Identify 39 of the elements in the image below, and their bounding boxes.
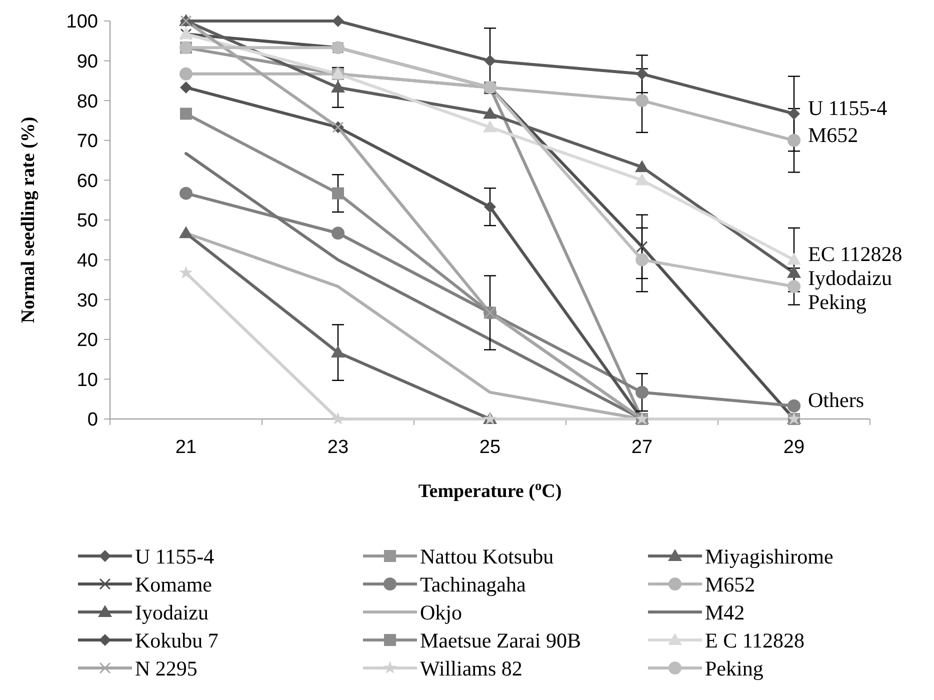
legend-label: U 1155-4 <box>135 544 215 568</box>
y-tick-label: 30 <box>76 290 98 312</box>
legend-label: Williams 82 <box>420 656 522 680</box>
y-tick-label: 90 <box>76 51 98 72</box>
annotation: U 1155-4 <box>808 96 888 120</box>
x-tick-label: 21 <box>175 437 197 458</box>
annotation: Iydodaizu <box>808 266 892 290</box>
x-tick-label: 27 <box>631 437 653 458</box>
legend-label: Kokubu 7 <box>135 628 218 652</box>
x-tick-label: 23 <box>327 437 349 458</box>
legend-label: Tachinagaha <box>420 572 526 596</box>
y-tick-label: 80 <box>76 91 98 112</box>
legend-label: N 2295 <box>135 656 198 680</box>
legend-label: Nattou Kotsubu <box>420 544 554 568</box>
y-tick-label: 20 <box>76 330 98 352</box>
annotation: M652 <box>808 122 858 147</box>
y-tick-label: 100 <box>66 12 98 33</box>
y-tick-label: 40 <box>76 250 98 272</box>
legend-label: Maetsue Zarai 90B <box>420 628 581 652</box>
x-axis-title: Temperature ($^{o}$C) <box>418 478 562 502</box>
legend-label: Komame <box>135 572 212 596</box>
annotation: Peking <box>808 290 867 314</box>
legend-label: Okjo <box>420 600 462 624</box>
legend-label: M42 <box>705 600 745 624</box>
x-tick-label: 25 <box>479 437 501 458</box>
legend-label: Iyodaizu <box>135 600 209 624</box>
y-tick-label: 70 <box>76 131 98 152</box>
annotation: EC 112828 <box>808 242 902 266</box>
y-tick-label: 50 <box>76 210 98 232</box>
y-tick-label: 60 <box>76 170 98 192</box>
legend-label: E C 112828 <box>705 628 805 652</box>
annotation: Others <box>808 388 864 412</box>
legend-label: Peking <box>705 656 764 680</box>
legend-label: M652 <box>705 572 756 596</box>
y-tick-label: 0 <box>87 410 98 431</box>
x-tick-label: 29 <box>783 437 805 458</box>
y-axis-title: Normal seedling rate (%) <box>18 116 39 324</box>
legend-label: Miyagishirome <box>705 544 834 568</box>
y-tick-label: 10 <box>76 370 98 391</box>
